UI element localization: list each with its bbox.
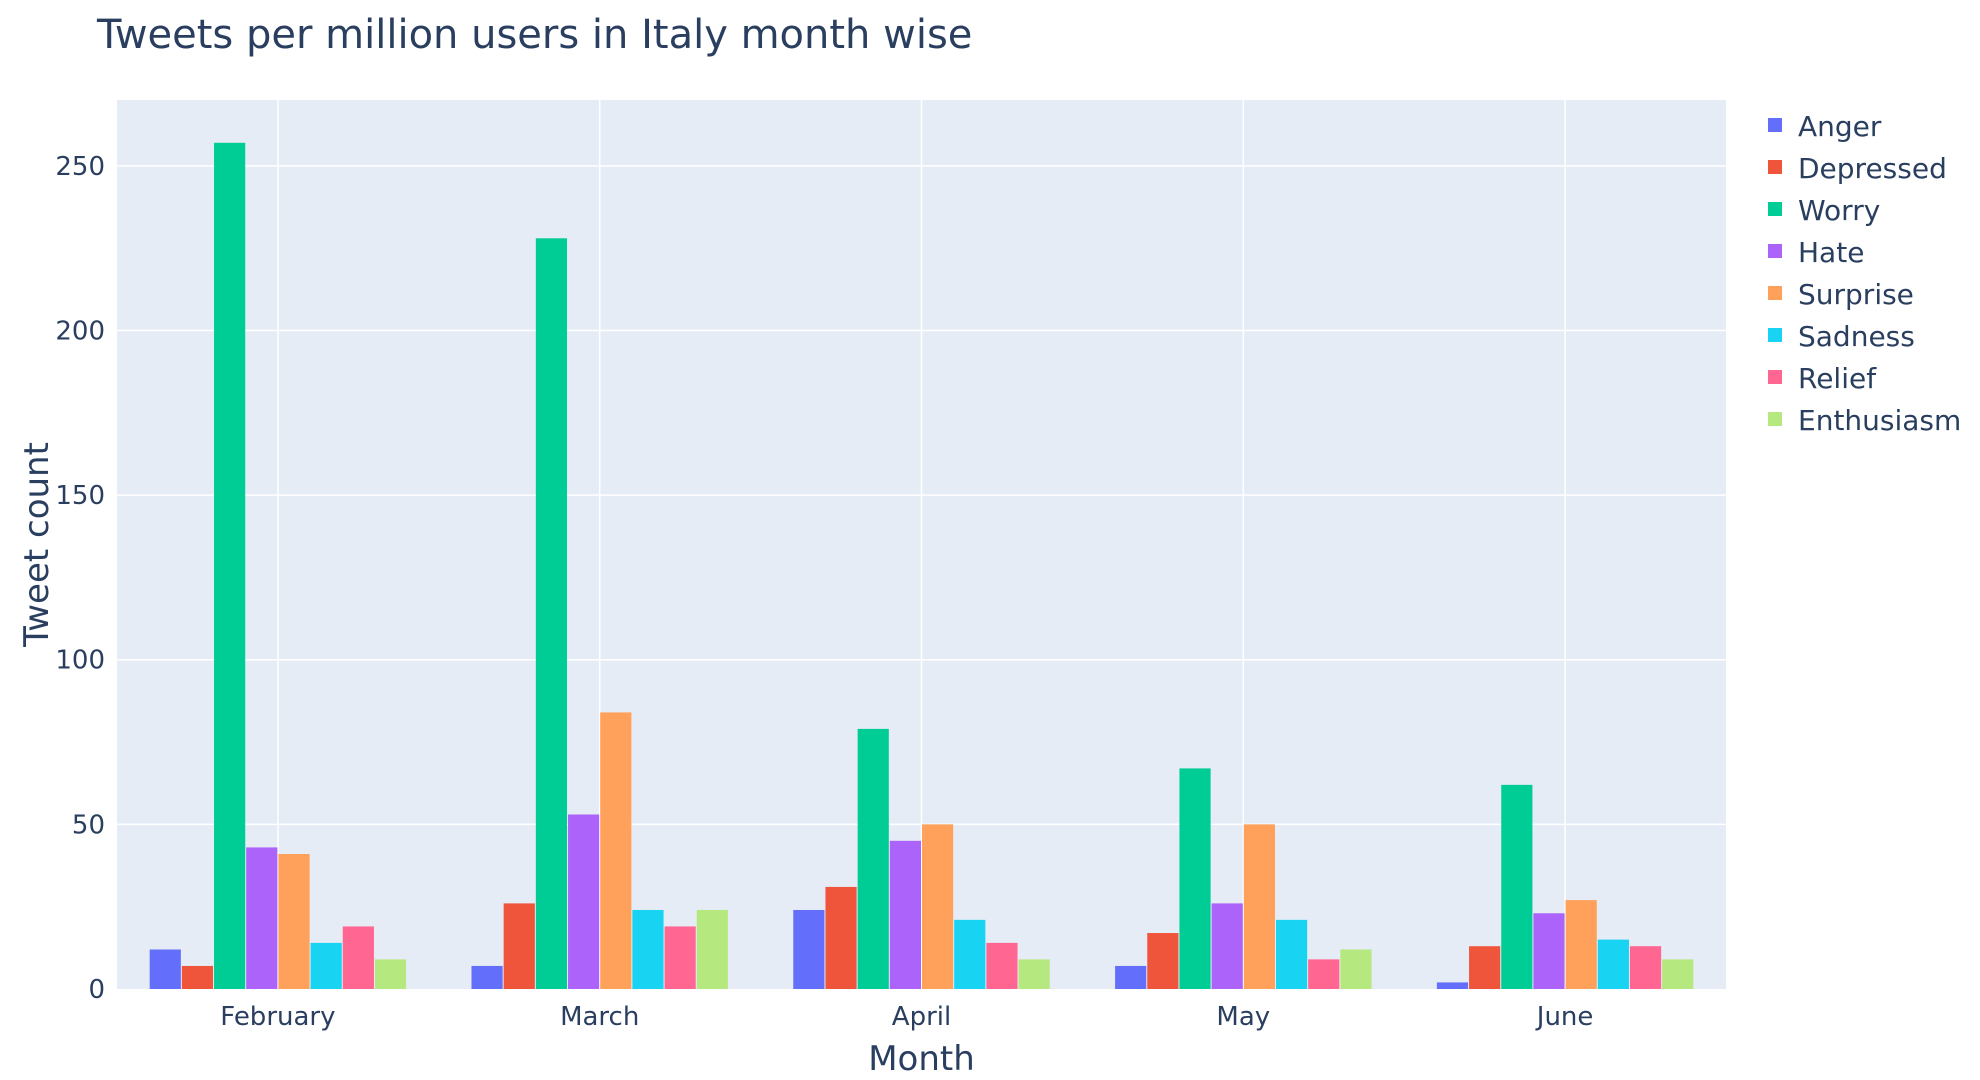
bar-depressed-april [825, 886, 857, 989]
bar-relief-may [1308, 959, 1340, 989]
bar-anger-may [1115, 965, 1147, 989]
bar-anger-february [149, 949, 181, 989]
legend-swatch-anger [1768, 118, 1782, 132]
bar-hate-may [1211, 903, 1243, 989]
x-axis-ticks: February March April May June [220, 1002, 1593, 1032]
x-tick-label: March [560, 1002, 639, 1032]
chart-title: Tweets per million users in Italy month … [96, 12, 972, 58]
bar-sadness-february [310, 942, 342, 989]
legend-label-enthusiasm: Enthusiasm [1798, 404, 1961, 437]
y-tick-label: 100 [55, 646, 105, 676]
bar-worry-may [1179, 768, 1211, 989]
bar-enthusiasm-june [1662, 959, 1694, 989]
bar-surprise-february [278, 854, 310, 989]
bar-hate-february [246, 847, 278, 989]
bar-enthusiasm-may [1340, 949, 1372, 989]
bar-enthusiasm-march [696, 909, 728, 989]
legend-label-depressed: Depressed [1798, 152, 1947, 185]
bar-anger-april [793, 909, 825, 989]
y-axis-ticks: 0 50 100 150 200 250 [55, 152, 105, 1005]
bars [149, 142, 1694, 990]
y-tick-label: 250 [55, 152, 105, 182]
legend-label-surprise: Surprise [1798, 278, 1914, 311]
bar-sadness-june [1597, 939, 1629, 989]
bar-worry-february [214, 142, 246, 990]
bar-surprise-march [600, 712, 632, 989]
bar-sadness-april [954, 919, 986, 989]
bar-sadness-may [1275, 919, 1308, 989]
bar-hate-april [889, 840, 921, 989]
bar-worry-march [535, 238, 568, 990]
bar-worry-june [1501, 784, 1533, 989]
legend-swatch-relief [1768, 370, 1782, 384]
legend-swatch-surprise [1768, 286, 1782, 300]
legend-label-sadness: Sadness [1798, 320, 1915, 353]
legend-swatch-depressed [1768, 160, 1782, 174]
legend: Anger Depressed Worry Hate Surprise Sadness Re… [1768, 110, 1961, 437]
bar-relief-june [1629, 946, 1662, 989]
bar-depressed-march [503, 903, 535, 989]
bar-relief-february [342, 926, 374, 989]
legend-swatch-enthusiasm [1768, 412, 1782, 426]
y-tick-label: 0 [88, 975, 105, 1005]
bar-depressed-june [1469, 946, 1501, 989]
y-tick-label: 50 [72, 810, 105, 840]
gridlines [117, 100, 1726, 989]
legend-swatch-sadness [1768, 328, 1782, 342]
x-tick-label: April [892, 1002, 951, 1032]
legend-label-anger: Anger [1798, 110, 1882, 143]
bar-relief-march [664, 926, 696, 989]
bar-surprise-may [1243, 824, 1275, 989]
bar-worry-april [857, 728, 889, 989]
legend-label-worry: Worry [1798, 194, 1880, 227]
x-tick-label: February [220, 1002, 335, 1032]
x-tick-label: June [1535, 1002, 1594, 1032]
bar-relief-april [986, 942, 1018, 989]
bar-anger-june [1436, 982, 1469, 989]
y-axis-title: Tweet count [17, 442, 57, 648]
x-tick-label: May [1216, 1002, 1270, 1032]
bar-enthusiasm-february [374, 959, 407, 989]
bar-enthusiasm-april [1018, 959, 1050, 989]
x-axis-title: Month [868, 1039, 975, 1079]
legend-label-relief: Relief [1798, 362, 1877, 395]
bar-hate-june [1533, 913, 1565, 989]
bar-sadness-march [632, 909, 664, 989]
legend-swatch-worry [1768, 202, 1782, 216]
bar-hate-march [568, 814, 600, 989]
y-tick-label: 150 [55, 481, 105, 511]
y-tick-label: 200 [55, 316, 105, 346]
bar-depressed-february [181, 965, 214, 989]
legend-swatch-hate [1768, 244, 1782, 258]
bar-anger-march [471, 965, 503, 989]
bar-depressed-may [1147, 933, 1179, 989]
bar-surprise-april [922, 824, 954, 989]
legend-label-hate: Hate [1798, 236, 1864, 269]
bar-surprise-june [1565, 900, 1597, 989]
